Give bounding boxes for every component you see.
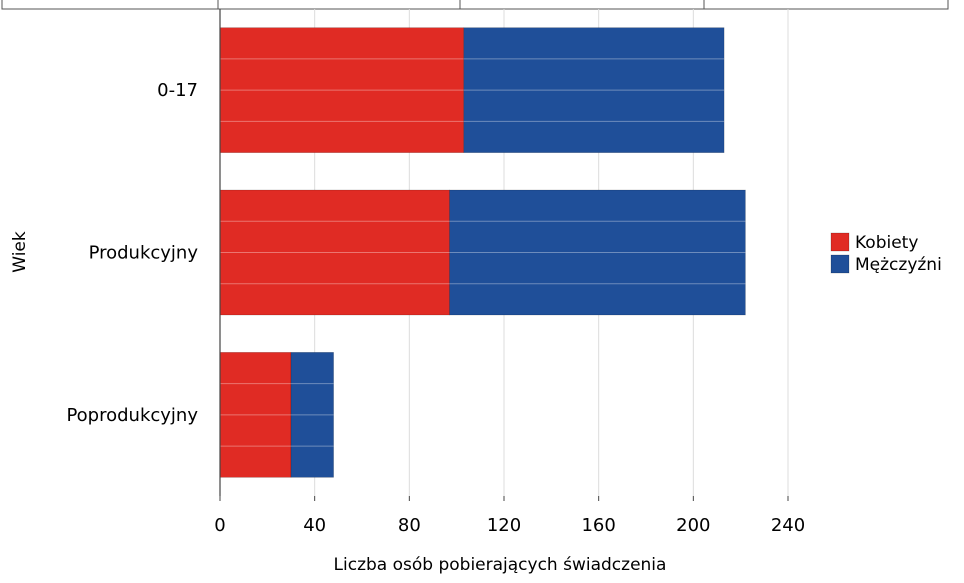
y-category-label: Produkcyjny (89, 243, 199, 264)
x-tick-label: 40 (303, 515, 326, 536)
legend-swatch (830, 232, 850, 252)
bar-segment-mezczyzni (290, 352, 334, 478)
x-tick-label: 200 (676, 515, 710, 536)
legend-swatch (830, 254, 850, 274)
bar-segment-kobiety (219, 189, 450, 316)
bars (219, 27, 746, 478)
y-category-label: Poprodukcyjny (66, 405, 198, 426)
x-axis-ticks: 0 40 80 120 160 200 240 (214, 496, 805, 536)
bar-segment-kobiety (219, 352, 292, 478)
bar-segment-mezczyzni (463, 27, 725, 153)
legend-label: Kobiety (855, 233, 918, 253)
x-tick-label: 0 (214, 515, 225, 536)
y-axis-category-labels: 0-17 Produkcyjny Poprodukcyjny (66, 80, 198, 426)
x-tick-label: 80 (398, 515, 421, 536)
x-axis-title: Liczba osób pobierających świadczenia (334, 555, 667, 575)
y-axis-title: Wiek (10, 231, 30, 273)
x-tick-label: 120 (487, 515, 521, 536)
x-tick-label: 160 (581, 515, 615, 536)
header-table-fragment (1, 0, 949, 10)
y-category-label: 0-17 (157, 80, 198, 101)
x-tick-label: 240 (771, 515, 805, 536)
legend-label: Mężczyźni (855, 255, 942, 275)
bar-segment-mezczyzni (449, 189, 746, 316)
bar-segment-kobiety (219, 27, 465, 153)
